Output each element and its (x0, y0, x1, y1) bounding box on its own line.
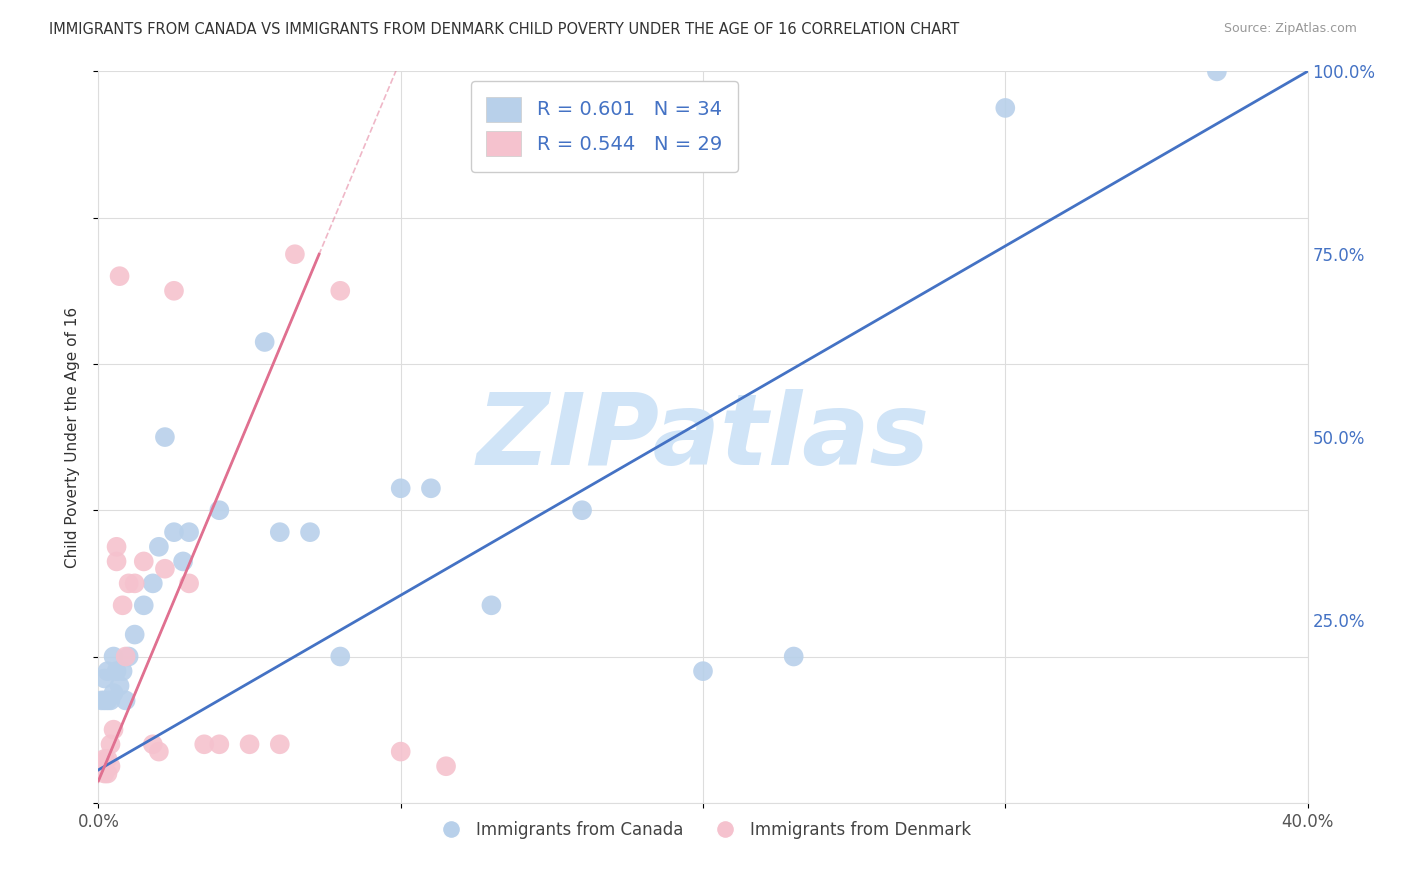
Point (93, 752, 115, 766)
Point (100, 693, 122, 707)
Point (208, 503, 231, 517)
Point (93, 766, 115, 780)
Point (420, 481, 443, 495)
Point (299, 525, 322, 540)
Point (179, 576, 201, 591)
Point (1206, 64, 1229, 78)
Point (132, 554, 155, 568)
Text: IMMIGRANTS FROM CANADA VS IMMIGRANTS FROM DENMARK CHILD POVERTY UNDER THE AGE OF: IMMIGRANTS FROM CANADA VS IMMIGRANTS FRO… (49, 22, 959, 37)
Point (153, 430, 176, 444)
Point (93, 672, 115, 686)
Point (114, 693, 136, 707)
Point (96, 664, 118, 678)
Point (994, 101, 1017, 115)
Point (172, 554, 194, 568)
Point (239, 737, 262, 751)
Point (148, 540, 170, 554)
Point (118, 649, 141, 664)
Point (329, 284, 352, 298)
Point (571, 503, 593, 517)
Point (111, 599, 134, 613)
Point (96, 766, 118, 780)
Point (179, 525, 201, 540)
Point (100, 759, 122, 773)
Point (90, 759, 112, 773)
Point (142, 737, 165, 751)
Point (329, 649, 352, 664)
Point (124, 576, 146, 591)
Point (269, 737, 291, 751)
Point (142, 576, 165, 591)
Point (269, 525, 291, 540)
Legend: Immigrants from Canada, Immigrants from Denmark: Immigrants from Canada, Immigrants from … (427, 814, 979, 846)
Point (124, 627, 146, 641)
Point (103, 723, 125, 737)
Text: Source: ZipAtlas.com: Source: ZipAtlas.com (1223, 22, 1357, 36)
Point (105, 664, 128, 678)
Point (108, 269, 131, 284)
Point (481, 599, 503, 613)
Point (253, 334, 276, 349)
Point (100, 737, 122, 751)
Point (103, 649, 125, 664)
Point (153, 562, 176, 576)
Point (93, 693, 115, 707)
Point (208, 737, 231, 751)
Point (783, 649, 806, 664)
Text: ZIPatlas: ZIPatlas (477, 389, 929, 485)
Point (148, 745, 170, 759)
Point (132, 599, 155, 613)
Point (284, 247, 307, 261)
Point (434, 759, 457, 773)
Point (103, 686, 125, 700)
Point (118, 576, 141, 591)
Point (163, 525, 186, 540)
Point (193, 737, 215, 751)
Point (96, 752, 118, 766)
Point (163, 284, 186, 298)
Point (105, 554, 128, 568)
Point (111, 664, 134, 678)
Point (96, 693, 118, 707)
Point (105, 540, 128, 554)
Point (114, 649, 136, 664)
Point (389, 745, 412, 759)
Point (389, 481, 412, 495)
Y-axis label: Child Poverty Under the Age of 16: Child Poverty Under the Age of 16 (65, 307, 80, 567)
Point (692, 664, 714, 678)
Point (108, 679, 131, 693)
Point (90, 693, 112, 707)
